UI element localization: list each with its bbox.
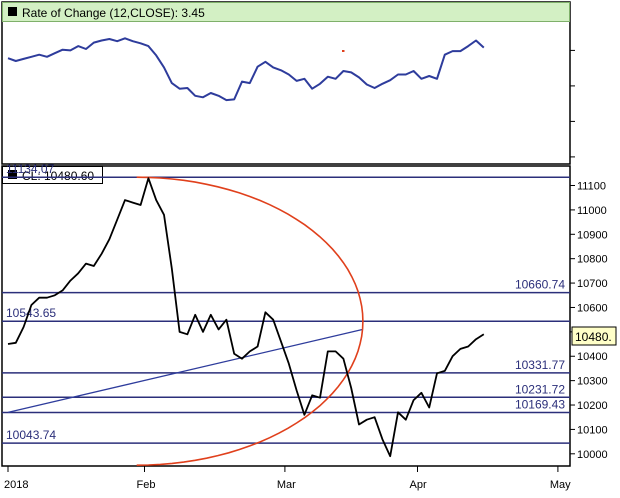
cl-axis-label-1: 10100 xyxy=(577,424,608,436)
x-tick-label-0: 2018 xyxy=(4,479,28,491)
cl-series-line xyxy=(7,177,485,458)
cl-title: CL: 10480.60 xyxy=(22,169,94,183)
level-label-0: 11134.07 xyxy=(6,162,55,176)
x-tick-label-1: Feb xyxy=(137,479,156,491)
level-label-3: 10331.77 xyxy=(515,358,565,372)
x-tick-label-4: May xyxy=(550,479,571,491)
cl-axis-label-8: 10800 xyxy=(577,254,608,266)
roc-panel-frame xyxy=(1,1,571,165)
cl-axis-label-4: 10400 xyxy=(577,351,608,363)
cl-axis-label-9: 10900 xyxy=(577,229,608,241)
x-axis: 2018 Feb Mar Apr May xyxy=(4,466,571,491)
level-label-1: 10660.74 xyxy=(515,278,565,292)
arc-curve xyxy=(136,176,364,466)
cl-panel: CL: 10480.60 11134.07 10660.74 10543.65 103… xyxy=(1,162,617,491)
cl-axis-label-7: 10700 xyxy=(577,278,608,290)
roc-panel: Rate of Change (12,CLOSE): 3.45 xyxy=(1,1,575,165)
level-lines: 11134.07 10660.74 10543.65 10331.77 10231.72… xyxy=(2,162,570,444)
cl-axis-label-10: 11000 xyxy=(577,205,607,217)
roc-red-dot xyxy=(342,50,345,52)
roc-title-bar xyxy=(2,2,570,22)
cl-axis-label-2: 10200 xyxy=(577,400,608,412)
trendline xyxy=(7,328,364,413)
current-value-badge xyxy=(571,326,617,346)
x-tick-label-3: Apr xyxy=(410,479,427,491)
level-label-6: 10043.74 xyxy=(6,428,56,442)
cl-axis-label-3: 10300 xyxy=(577,376,608,388)
cl-title-bar xyxy=(2,166,103,184)
cl-axis-label-6: 10600 xyxy=(577,303,608,315)
cl-panel-frame xyxy=(1,165,571,467)
x-tick-label-2: Mar xyxy=(277,479,296,491)
cl-right-axis: 1000010100102001030010400105001060010700… xyxy=(570,181,608,461)
cl-axis-label-11: 11100 xyxy=(577,181,606,193)
roc-title-marker-icon xyxy=(8,7,17,16)
level-label-4: 10231.72 xyxy=(515,382,565,396)
cl-axis-label-0: 10000 xyxy=(577,449,608,461)
level-label-5: 10169.43 xyxy=(515,398,565,412)
cl-title-marker-icon xyxy=(8,170,17,179)
roc-right-axis xyxy=(570,49,575,158)
roc-title: Rate of Change (12,CLOSE): 3.45 xyxy=(22,6,205,20)
current-value-label: 10480. xyxy=(575,330,612,344)
roc-series-line xyxy=(7,37,485,102)
level-label-2: 10543.65 xyxy=(6,306,56,320)
